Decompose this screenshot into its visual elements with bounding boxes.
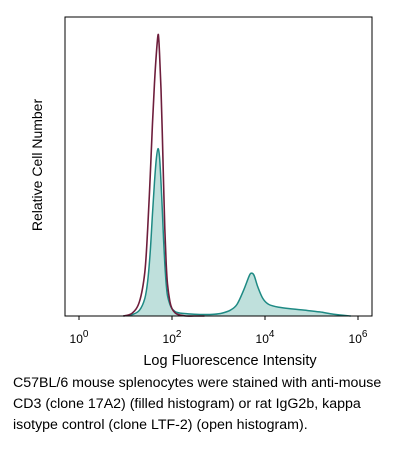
x-axis-label: Log Fluorescence Intensity — [143, 353, 317, 369]
y-axis-label: Relative Cell Number — [29, 98, 45, 232]
x-tick-label: 104 — [256, 329, 275, 346]
plot-frame — [64, 16, 373, 317]
caption-line: C57BL/6 mouse splenocytes were stained w… — [13, 375, 382, 391]
x-tick-label: 106 — [349, 329, 368, 346]
filled-histogram-area — [123, 148, 351, 316]
caption-line: CD3 (clone 17A2) (filled histogram) or r… — [13, 396, 361, 412]
caption-line: isotype control (clone LTF-2) (open hist… — [13, 417, 308, 433]
x-tick-label: 102 — [163, 329, 182, 346]
open-histogram-line — [123, 33, 205, 317]
histogram-chart: 100 102 104 106 — [64, 16, 373, 346]
filled-histogram-outline — [123, 147, 351, 317]
figure-caption: C57BL/6 mouse splenocytes were stained w… — [13, 373, 395, 436]
x-tick-label: 100 — [70, 329, 89, 346]
